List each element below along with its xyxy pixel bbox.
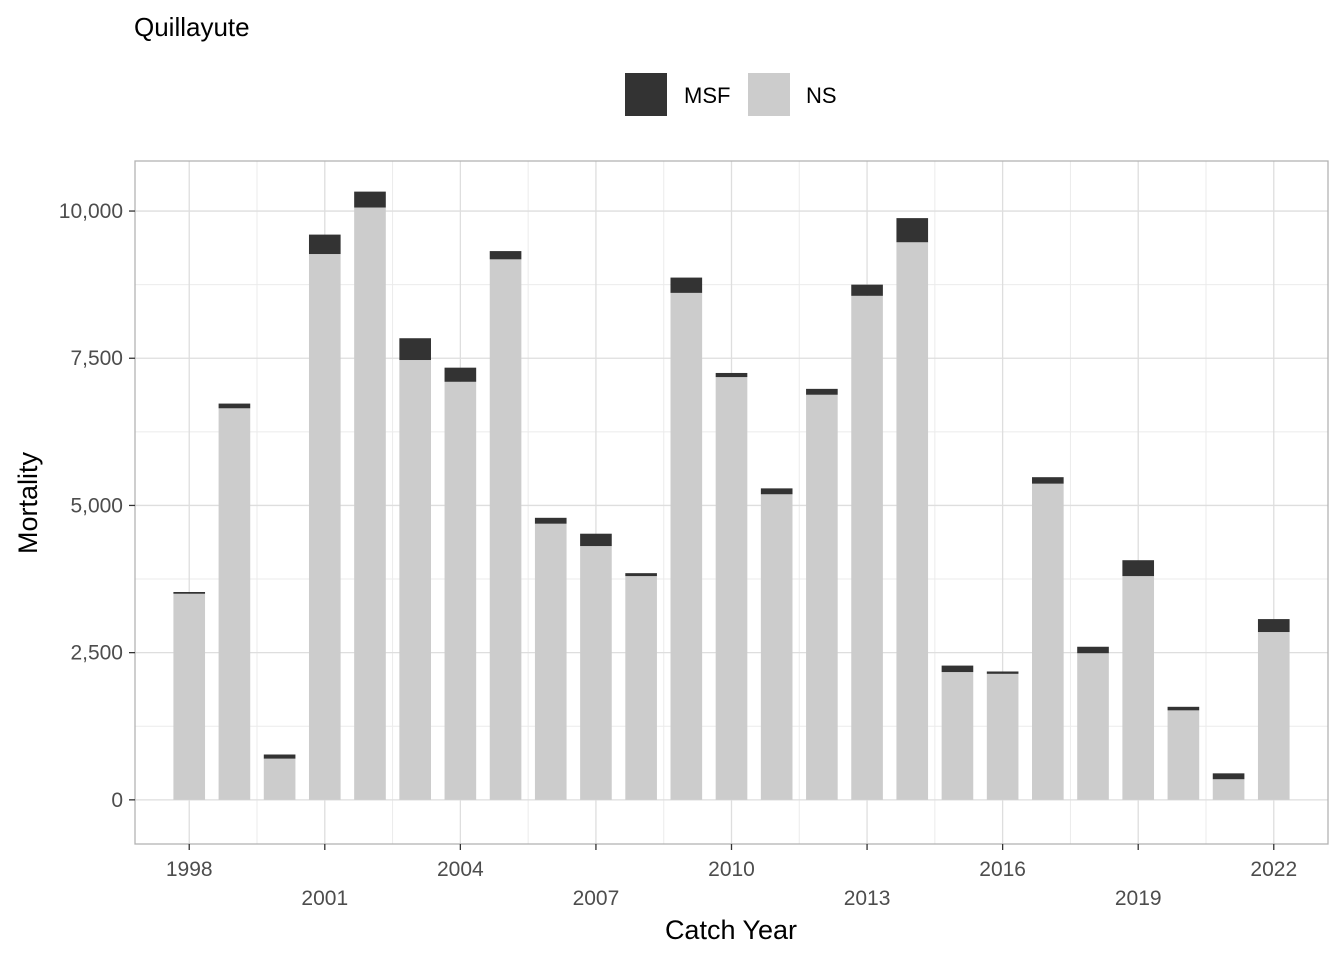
bar-ns-2013 xyxy=(851,295,883,800)
bar-ns-2010 xyxy=(715,377,748,800)
bar-msf-2015 xyxy=(941,665,974,673)
bar-ns-2021 xyxy=(1212,779,1245,800)
x-tick-label: 2013 xyxy=(844,887,891,910)
bar-msf-2001 xyxy=(308,234,341,255)
bar-ns-2006 xyxy=(534,523,567,800)
bar-ns-1998 xyxy=(173,593,206,800)
y-tick-label: 10,000 xyxy=(59,200,123,223)
bar-msf-2010 xyxy=(715,372,748,378)
bar-msf-2021 xyxy=(1212,773,1245,780)
bar-msf-2005 xyxy=(489,251,522,260)
bar-ns-2018 xyxy=(1077,653,1109,800)
y-tick-label: 5,000 xyxy=(70,494,123,517)
legend-key-msf xyxy=(625,73,667,116)
chart-title: Quillayute xyxy=(134,12,250,42)
bar-ns-2003 xyxy=(399,360,431,800)
x-axis: 1998 2001 2004 2007 2010 2013 2016 2019 2022 xyxy=(166,844,1297,910)
bar-msf-2016 xyxy=(986,671,1019,674)
bar-ns-2022 xyxy=(1257,632,1290,800)
bar-ns-2004 xyxy=(444,381,477,800)
x-tick-label: 2007 xyxy=(573,887,620,910)
bar-msf-2020 xyxy=(1167,706,1200,711)
bar-msf-2002 xyxy=(354,191,386,208)
bar-msf-2013 xyxy=(851,284,883,296)
bar-msf-2018 xyxy=(1077,646,1109,654)
bar-msf-2019 xyxy=(1122,560,1155,577)
bar-ns-2009 xyxy=(670,292,703,800)
bar-msf-2022 xyxy=(1257,619,1290,633)
legend-label-ns: NS xyxy=(806,83,837,108)
bar-msf-2003 xyxy=(399,338,431,361)
bar-ns-2008 xyxy=(625,576,657,800)
x-tick-label: 2010 xyxy=(708,858,755,881)
bar-msf-2011 xyxy=(760,488,793,495)
bar-ns-2002 xyxy=(354,207,386,800)
bars xyxy=(173,191,1290,800)
y-axis: 0 2,500 5,000 7,500 10,000 xyxy=(59,200,135,812)
x-tick-label: 2016 xyxy=(979,858,1026,881)
bar-ns-2000 xyxy=(263,758,296,800)
bar-msf-2006 xyxy=(534,517,567,524)
bar-ns-2001 xyxy=(308,254,341,800)
bar-ns-2015 xyxy=(941,672,974,800)
legend-label-msf: MSF xyxy=(684,83,730,108)
bar-msf-2012 xyxy=(806,388,838,395)
bar-ns-2005 xyxy=(489,259,522,800)
bar-ns-2017 xyxy=(1032,483,1064,800)
x-axis-title: Catch Year xyxy=(665,915,797,945)
bar-ns-2014 xyxy=(896,242,929,800)
legend: MSF NS xyxy=(625,73,837,116)
y-tick-label: 7,500 xyxy=(70,347,123,370)
bar-ns-2011 xyxy=(760,494,793,800)
bar-msf-2000 xyxy=(263,754,296,759)
x-tick-label: 2022 xyxy=(1250,858,1297,881)
y-tick-label: 2,500 xyxy=(70,642,123,665)
bar-ns-1999 xyxy=(218,408,251,800)
bar-ns-2016 xyxy=(986,673,1019,800)
bar-msf-2004 xyxy=(444,367,477,382)
x-tick-label: 1998 xyxy=(166,858,213,881)
bar-msf-2007 xyxy=(580,533,612,547)
bar-ns-2007 xyxy=(580,546,612,800)
bar-msf-2008 xyxy=(625,573,657,577)
bar-ns-2019 xyxy=(1122,576,1155,800)
bar-ns-2020 xyxy=(1167,710,1200,800)
bar-msf-1998 xyxy=(173,591,206,594)
legend-key-ns xyxy=(748,73,790,116)
bar-msf-2014 xyxy=(896,218,929,243)
y-axis-title: Mortality xyxy=(13,451,43,554)
x-tick-label: 2001 xyxy=(301,887,348,910)
y-tick-label: 0 xyxy=(111,789,123,812)
x-tick-label: 2019 xyxy=(1115,887,1162,910)
x-tick-label: 2004 xyxy=(437,858,484,881)
bar-msf-2009 xyxy=(670,277,703,293)
bar-msf-1999 xyxy=(218,403,251,409)
bar-msf-2017 xyxy=(1032,477,1064,484)
bar-ns-2012 xyxy=(806,394,838,800)
